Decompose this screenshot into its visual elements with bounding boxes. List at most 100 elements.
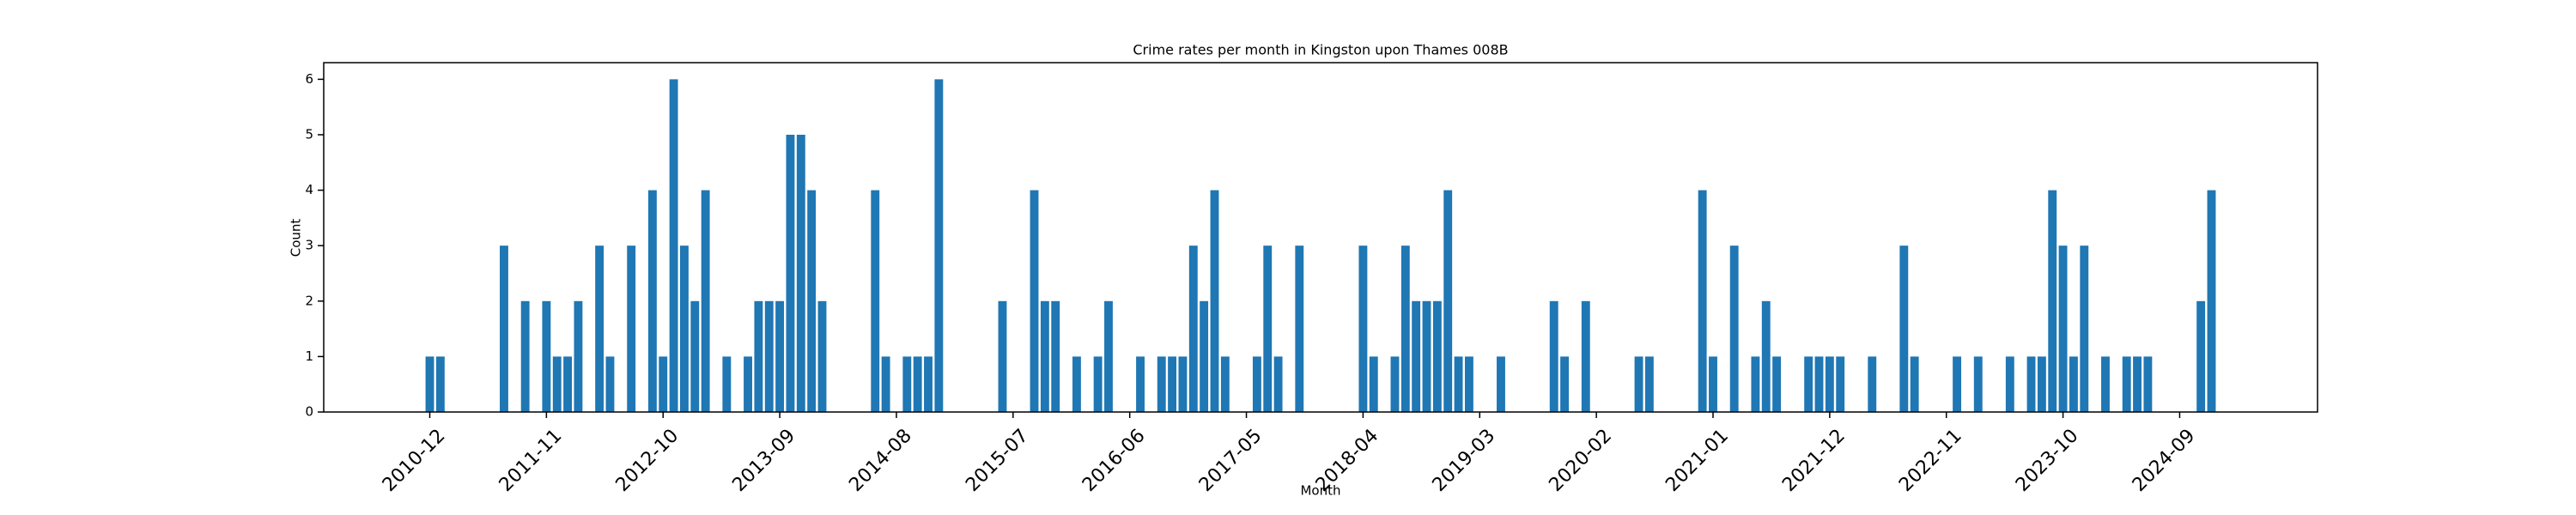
bar bbox=[1188, 245, 1198, 412]
bar bbox=[1443, 190, 1453, 413]
bar bbox=[1030, 190, 1039, 413]
bar bbox=[1422, 300, 1431, 412]
x-tick-label: 2018-04 bbox=[1312, 425, 1383, 496]
bar bbox=[574, 300, 583, 412]
bar bbox=[1953, 356, 1962, 412]
bar bbox=[1295, 245, 1304, 412]
bar bbox=[425, 356, 434, 412]
bar bbox=[1263, 245, 1273, 412]
bar bbox=[998, 300, 1007, 412]
bar bbox=[744, 356, 752, 412]
x-tick-label: 2021-12 bbox=[1778, 425, 1850, 496]
x-tick-label: 2022-11 bbox=[1895, 425, 1966, 496]
bar bbox=[701, 190, 710, 413]
bar bbox=[817, 300, 827, 412]
y-tick-label: 0 bbox=[305, 404, 313, 420]
bar bbox=[1634, 356, 1643, 412]
bar bbox=[435, 356, 445, 412]
bar bbox=[1093, 356, 1103, 412]
x-tick-label: 2023-10 bbox=[2012, 425, 2083, 496]
bar bbox=[1581, 300, 1590, 412]
x-axis-label: Month bbox=[1300, 483, 1340, 499]
chart-title: Crime rates per month in Kingston upon T… bbox=[1133, 42, 1508, 58]
bar bbox=[2037, 356, 2046, 412]
bar bbox=[605, 356, 615, 412]
x-tick-label: 2012-10 bbox=[612, 425, 683, 496]
bar bbox=[1729, 245, 1739, 412]
bar bbox=[1168, 356, 1177, 412]
y-tick-label: 2 bbox=[305, 293, 313, 308]
bar bbox=[796, 134, 805, 412]
bar bbox=[2133, 356, 2142, 412]
bar bbox=[2048, 190, 2057, 413]
bar bbox=[722, 356, 732, 412]
bar bbox=[934, 79, 944, 412]
x-tick-label: 2010-12 bbox=[379, 425, 450, 496]
bar bbox=[520, 300, 530, 412]
bar bbox=[2026, 356, 2036, 412]
bar bbox=[1104, 300, 1113, 412]
bar bbox=[1761, 300, 1771, 412]
bar bbox=[2080, 245, 2089, 412]
bar bbox=[1497, 356, 1505, 412]
bar bbox=[1454, 356, 1463, 412]
x-tick-label: 2021-01 bbox=[1662, 425, 1733, 496]
bar bbox=[2207, 190, 2216, 413]
y-tick-label: 5 bbox=[305, 126, 313, 142]
x-tick-label: 2019-03 bbox=[1429, 425, 1500, 496]
bar bbox=[913, 356, 922, 412]
bar bbox=[1804, 356, 1814, 412]
bar bbox=[1273, 356, 1283, 412]
bar bbox=[924, 356, 933, 412]
bar bbox=[1814, 356, 1824, 412]
bar bbox=[1772, 356, 1782, 412]
bar bbox=[1698, 190, 1707, 413]
bar bbox=[595, 245, 605, 412]
bar bbox=[500, 245, 508, 412]
bar bbox=[669, 79, 678, 412]
bar bbox=[1825, 356, 1834, 412]
bar bbox=[1051, 300, 1060, 412]
bar bbox=[1400, 245, 1410, 412]
x-tick-label: 2020-02 bbox=[1545, 425, 1616, 496]
x-tick-label: 2024-09 bbox=[2129, 425, 2200, 496]
bar bbox=[754, 300, 763, 412]
bar bbox=[552, 356, 562, 412]
bar bbox=[1432, 300, 1442, 412]
x-tick-label: 2015-07 bbox=[962, 425, 1033, 496]
bar bbox=[1464, 356, 1473, 412]
bar bbox=[1549, 300, 1558, 412]
x-tick-label: 2013-09 bbox=[728, 425, 799, 496]
bar bbox=[1868, 356, 1877, 412]
bar bbox=[1252, 356, 1261, 412]
bar bbox=[786, 134, 795, 412]
bar bbox=[1210, 190, 1219, 413]
bar bbox=[1220, 356, 1230, 412]
bar bbox=[1072, 356, 1081, 412]
plot-frame bbox=[323, 62, 2318, 413]
bar bbox=[647, 190, 657, 413]
bar bbox=[2143, 356, 2153, 412]
x-tick-label: 2017-05 bbox=[1195, 425, 1267, 496]
bar bbox=[1200, 300, 1209, 412]
bar bbox=[2196, 300, 2206, 412]
bar bbox=[1709, 356, 1717, 412]
bar bbox=[1910, 356, 1919, 412]
bar bbox=[775, 300, 785, 412]
y-tick-label: 3 bbox=[305, 238, 313, 253]
bar bbox=[871, 190, 880, 413]
bar bbox=[1358, 245, 1368, 412]
bar bbox=[1136, 356, 1145, 412]
bar bbox=[1560, 356, 1570, 412]
bar bbox=[1973, 356, 1983, 412]
bar bbox=[1412, 300, 1421, 412]
bar bbox=[1369, 356, 1378, 412]
bar bbox=[1178, 356, 1188, 412]
x-tick-label: 2016-06 bbox=[1078, 425, 1150, 496]
bar bbox=[690, 300, 700, 412]
bar bbox=[2122, 356, 2131, 412]
bar bbox=[2101, 356, 2110, 412]
bar bbox=[1836, 356, 1845, 412]
bar bbox=[627, 245, 636, 412]
